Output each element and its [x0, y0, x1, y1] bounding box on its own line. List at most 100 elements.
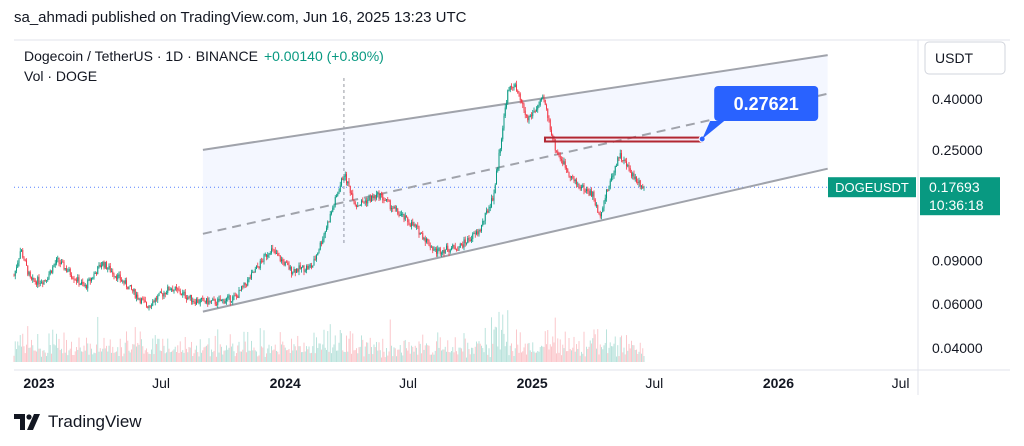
volume-bar [501, 329, 502, 362]
candle-body [373, 195, 375, 199]
volume-bar [451, 351, 452, 362]
volume-bar [551, 346, 552, 362]
tradingview-icon [14, 414, 40, 430]
candle-body [33, 277, 35, 281]
volume-bar [241, 351, 242, 362]
volume-bar [319, 343, 321, 362]
volume-bar [189, 347, 191, 362]
candle-body [177, 288, 179, 290]
candle-body [624, 159, 626, 162]
volume-bar [454, 337, 456, 362]
candle-body [297, 268, 299, 272]
volume-bar [627, 350, 629, 362]
annotations: 0.27621 [543, 86, 819, 143]
volume-bar [157, 338, 159, 362]
candle-body [112, 271, 114, 275]
candle-body [68, 268, 70, 272]
candle-body [18, 258, 20, 263]
candle-body [407, 217, 409, 223]
volume-bar [168, 348, 170, 362]
candle-body [501, 139, 502, 149]
candle-body [468, 238, 470, 240]
candle-body [222, 299, 224, 301]
candle-body [42, 282, 44, 284]
candle-body [556, 150, 557, 152]
candle-body [69, 268, 71, 276]
candle-body [189, 294, 191, 298]
candle-body [249, 277, 251, 279]
volume-bar [462, 351, 464, 362]
volume-bar [13, 355, 15, 362]
volume-bar [447, 340, 449, 362]
volume-bar [338, 342, 340, 362]
volume-bar [403, 340, 405, 362]
volume-bar [416, 347, 417, 362]
volume-bar [229, 334, 231, 362]
volume-bar [187, 352, 189, 362]
candle-body [424, 238, 426, 243]
volume-bar [159, 350, 161, 362]
candle-body [416, 225, 417, 227]
volume-bar [278, 354, 280, 362]
candle-body [226, 298, 227, 302]
volume-bar [557, 338, 559, 362]
volume-bar [489, 357, 491, 362]
volume-bar [577, 348, 579, 362]
volume-bar [41, 356, 42, 362]
candle-body [16, 267, 17, 271]
candle-body [419, 232, 421, 235]
volume-bar [136, 346, 137, 362]
volume-bar [141, 339, 142, 362]
candle-body [201, 298, 202, 300]
candle-body [588, 191, 590, 196]
candle-body [38, 277, 40, 284]
volume-bar [628, 343, 630, 362]
candle-body [309, 265, 311, 267]
candle-body [562, 160, 564, 165]
volume-bar [47, 352, 49, 362]
volume-bar [181, 351, 182, 362]
volume-bar [617, 345, 619, 362]
tradingview-logo[interactable]: TradingView [14, 412, 142, 432]
volume-bar [313, 332, 315, 362]
volume-bar [151, 349, 152, 362]
volume-bar [308, 346, 310, 362]
volume-bar [193, 353, 195, 362]
volume-bar [386, 348, 387, 362]
candle-body [306, 266, 307, 271]
candle-body [43, 280, 45, 284]
volume-bar [333, 344, 335, 362]
candle-body [381, 194, 382, 195]
volume-bar [122, 356, 124, 362]
volume-bar [354, 350, 356, 362]
volume-bar [446, 351, 447, 362]
volume-bar [369, 337, 371, 362]
volume-bar [243, 331, 245, 362]
volume-bar [49, 345, 51, 362]
candle-body [537, 105, 539, 110]
volume-bar [148, 353, 150, 362]
candle-body [161, 291, 162, 294]
candle-body [171, 289, 172, 290]
volume-bar [612, 346, 614, 362]
volume-bar [638, 351, 640, 362]
candle-body [292, 272, 294, 274]
candle-body [499, 148, 501, 153]
candle-body [578, 183, 580, 187]
candle-body [337, 193, 339, 196]
candle-body [234, 295, 236, 297]
volume-bar [513, 356, 515, 362]
candle-body [191, 294, 192, 302]
volume-bar [296, 350, 297, 362]
target-callout [714, 86, 819, 121]
candle-body [213, 299, 215, 301]
candle-body [76, 279, 77, 282]
candle-body [317, 252, 319, 256]
volume-bar [417, 354, 419, 362]
candle-body [437, 248, 439, 254]
volume-bar [431, 354, 432, 362]
volume-bar [502, 314, 504, 362]
y-tick-label: 0.40000 [932, 91, 983, 107]
candle-body [204, 301, 206, 303]
